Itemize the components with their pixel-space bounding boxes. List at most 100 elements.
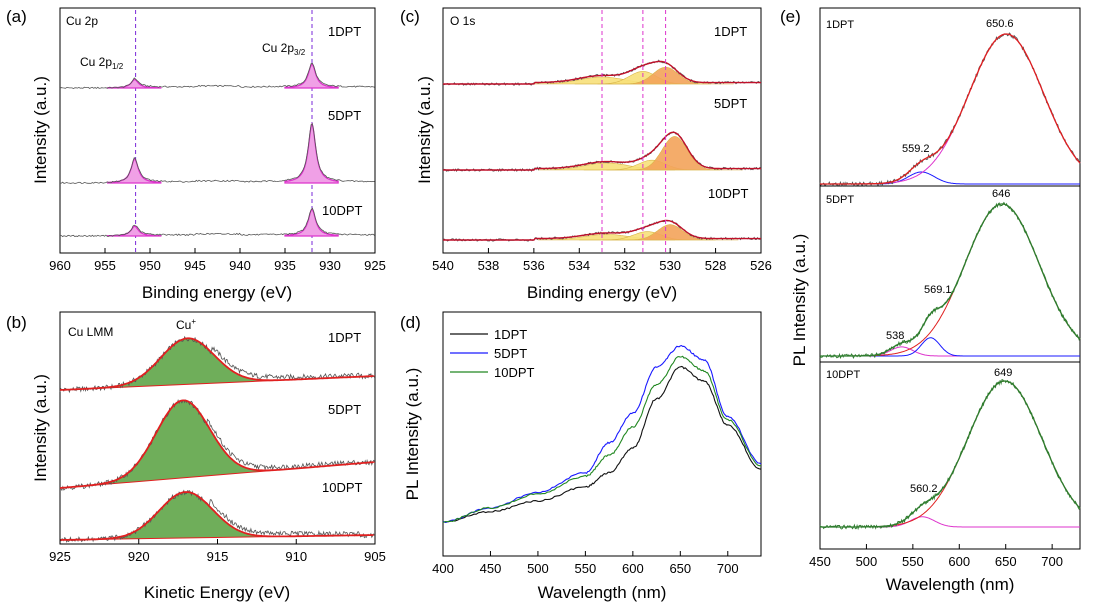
panel-b-x-tick-label: 910: [285, 549, 307, 564]
panel-b-fit-envelope: [60, 491, 374, 541]
panel-d-series-1DPT: [442, 365, 762, 523]
panel-c-series-1: 1DPT: [714, 24, 747, 39]
legend-label-10dpt: 10DPT: [494, 365, 535, 380]
panel-e-component: [820, 337, 1080, 357]
panel-d-xticks: 400 450 500 550 600 650 700: [432, 551, 739, 576]
legend-label-1dpt: 1DPT: [494, 327, 527, 342]
panel-a-x-tick-label: 955: [94, 258, 116, 273]
panel-c-component-peak: [602, 224, 739, 241]
panel-c: (c) O 1s 1DPT 5DPT 10DPT 540 538 536 534 532…: [400, 7, 772, 302]
panel-e-peak-649: 649: [994, 367, 1012, 379]
panel-e-component: [820, 33, 1081, 185]
panel-e-x-tick-label: 500: [856, 554, 878, 569]
panel-b-raw-series: [59, 489, 376, 543]
panel-e-raw-series: [819, 379, 1081, 531]
panel-b-fit-envelope: [59, 337, 374, 391]
panel-c-fit-envelope: [443, 131, 761, 171]
panel-b-series-3: 10DPT: [322, 480, 363, 495]
panel-e-sub-label-3: 10DPT: [826, 369, 861, 381]
panel-b-x-tick-label: 925: [49, 549, 71, 564]
panel-a-series-1: 1DPT: [328, 24, 361, 39]
panel-e-fit-envelope: [820, 380, 1081, 528]
panel-c-series-2: 5DPT: [714, 96, 747, 111]
panel-b-fit-envelope: [59, 399, 374, 489]
panel-e-x-tick-label: 650: [995, 554, 1017, 569]
panel-e-sub-label-1: 1DPT: [826, 19, 854, 31]
panel-d-plot: [442, 345, 762, 524]
panel-b-frame: [59, 311, 376, 545]
panel-b-xticks: 925 920 915 910 905: [49, 539, 386, 564]
panel-e-peak-538: 538: [886, 330, 904, 342]
panel-a-peak-label-2: Cu 2p3/2: [262, 41, 306, 57]
panel-a-fit-peak: [284, 63, 339, 89]
panel-c-frame: [442, 7, 762, 254]
panel-e-frame: [819, 7, 1081, 550]
panel-d-x-tick-label: 650: [669, 561, 691, 576]
panel-c-x-tick-label: 526: [750, 258, 772, 273]
panel-e-component: [820, 171, 1080, 185]
panel-e-peak-646: 646: [992, 188, 1010, 200]
panel-c-component-peak: [606, 136, 743, 171]
panel-b-fit-area: [60, 338, 375, 390]
panel-a-fit-peak: [284, 122, 339, 184]
panel-d-x-tick-label: 600: [622, 561, 644, 576]
panel-d-series-10DPT: [442, 355, 761, 524]
panel-c-plot: [442, 10, 762, 252]
panel-e-x-tick-label: 700: [1041, 554, 1063, 569]
panel-a-x-tick-label: 930: [319, 258, 341, 273]
panel-e-component: [820, 380, 1081, 528]
panel-a-x-tick-label: 940: [229, 258, 251, 273]
panel-b-series-1: 1DPT: [328, 330, 361, 345]
panel-a-peak-label-1: Cu 2p1/2: [80, 55, 124, 71]
panel-b-corner-label: Cu LMM: [68, 325, 113, 339]
panel-c-x-tick-label: 530: [659, 258, 681, 273]
panel-a-frame: [59, 7, 376, 254]
panel-e-component: [820, 203, 1081, 357]
panel-a-fit-peak: [107, 225, 162, 237]
panel-e-sub-label-2: 5DPT: [826, 194, 854, 206]
panel-d-x-tick-label: 450: [480, 561, 502, 576]
panel-c-x-tick-label: 532: [614, 258, 636, 273]
panel-c-x-tick-label: 536: [523, 258, 545, 273]
panel-d-x-tick-label: 700: [717, 561, 739, 576]
panel-a-fit-peak: [107, 158, 162, 184]
panel-c-fit-envelope: [443, 219, 761, 241]
panel-e-x-tick-label: 550: [902, 554, 924, 569]
panel-c-x-tick-label: 528: [705, 258, 727, 273]
panel-d-x-tick-label: 550: [575, 561, 597, 576]
panel-a-raw-series: [59, 123, 375, 184]
panel-a-xlabel: Binding energy (eV): [142, 283, 292, 302]
legend-label-5dpt: 5DPT: [494, 346, 527, 361]
panel-a-series-3: 10DPT: [322, 203, 363, 218]
panel-d-xlabel: Wavelength (nm): [538, 583, 667, 602]
panel-a-corner-label: Cu 2p: [66, 14, 98, 28]
panel-e-ylabel: PL Intensity (a.u.): [790, 234, 809, 367]
panel-c-ylabel: Intensity (a.u.): [415, 76, 434, 184]
panel-b-xlabel: Kinetic Energy (eV): [144, 583, 290, 602]
panel-b-ylabel: Intensity (a.u.): [31, 374, 50, 482]
panel-c-series-3: 10DPT: [708, 186, 749, 201]
panel-b-plot: [59, 335, 376, 543]
panel-d: (d) 1DPT 5DPT 10DPT 400 450 500 550 600 650 70…: [400, 311, 762, 602]
panel-d-letter: (d): [400, 313, 421, 332]
panel-e-peak-560-2: 560.2: [910, 483, 938, 495]
panel-c-xticks: 540 538 536 534 532 530 528 526: [432, 248, 772, 273]
panel-d-x-tick-label: 400: [432, 561, 454, 576]
panel-b-peak-label: Cu+: [176, 317, 196, 332]
panel-e: (e) 1DPT 5DPT 10DPT 650.6 559.2 646 569.…: [780, 7, 1081, 594]
panel-a-xticks: 960 955 950 945 940 935 930 925: [49, 248, 386, 273]
panel-e-raw-series: [819, 32, 1081, 188]
panel-c-letter: (c): [400, 7, 420, 26]
panel-b-fit-area: [60, 400, 375, 488]
panel-b-x-tick-label: 905: [364, 549, 386, 564]
panel-e-raw-series: [819, 201, 1081, 360]
panel-c-x-tick-label: 540: [432, 258, 454, 273]
panel-a: (a) Cu 2p Cu 2p1/2 Cu 2p3/2 1DPT 5DPT 10…: [6, 7, 386, 302]
panel-a-x-tick-label: 945: [184, 258, 206, 273]
panel-d-x-tick-label: 500: [527, 561, 549, 576]
panel-a-plot: [59, 10, 375, 252]
panel-c-x-tick-label: 538: [478, 258, 500, 273]
panel-e-x-tick-label: 600: [948, 554, 970, 569]
panel-e-peak-650-6: 650.6: [986, 18, 1014, 30]
